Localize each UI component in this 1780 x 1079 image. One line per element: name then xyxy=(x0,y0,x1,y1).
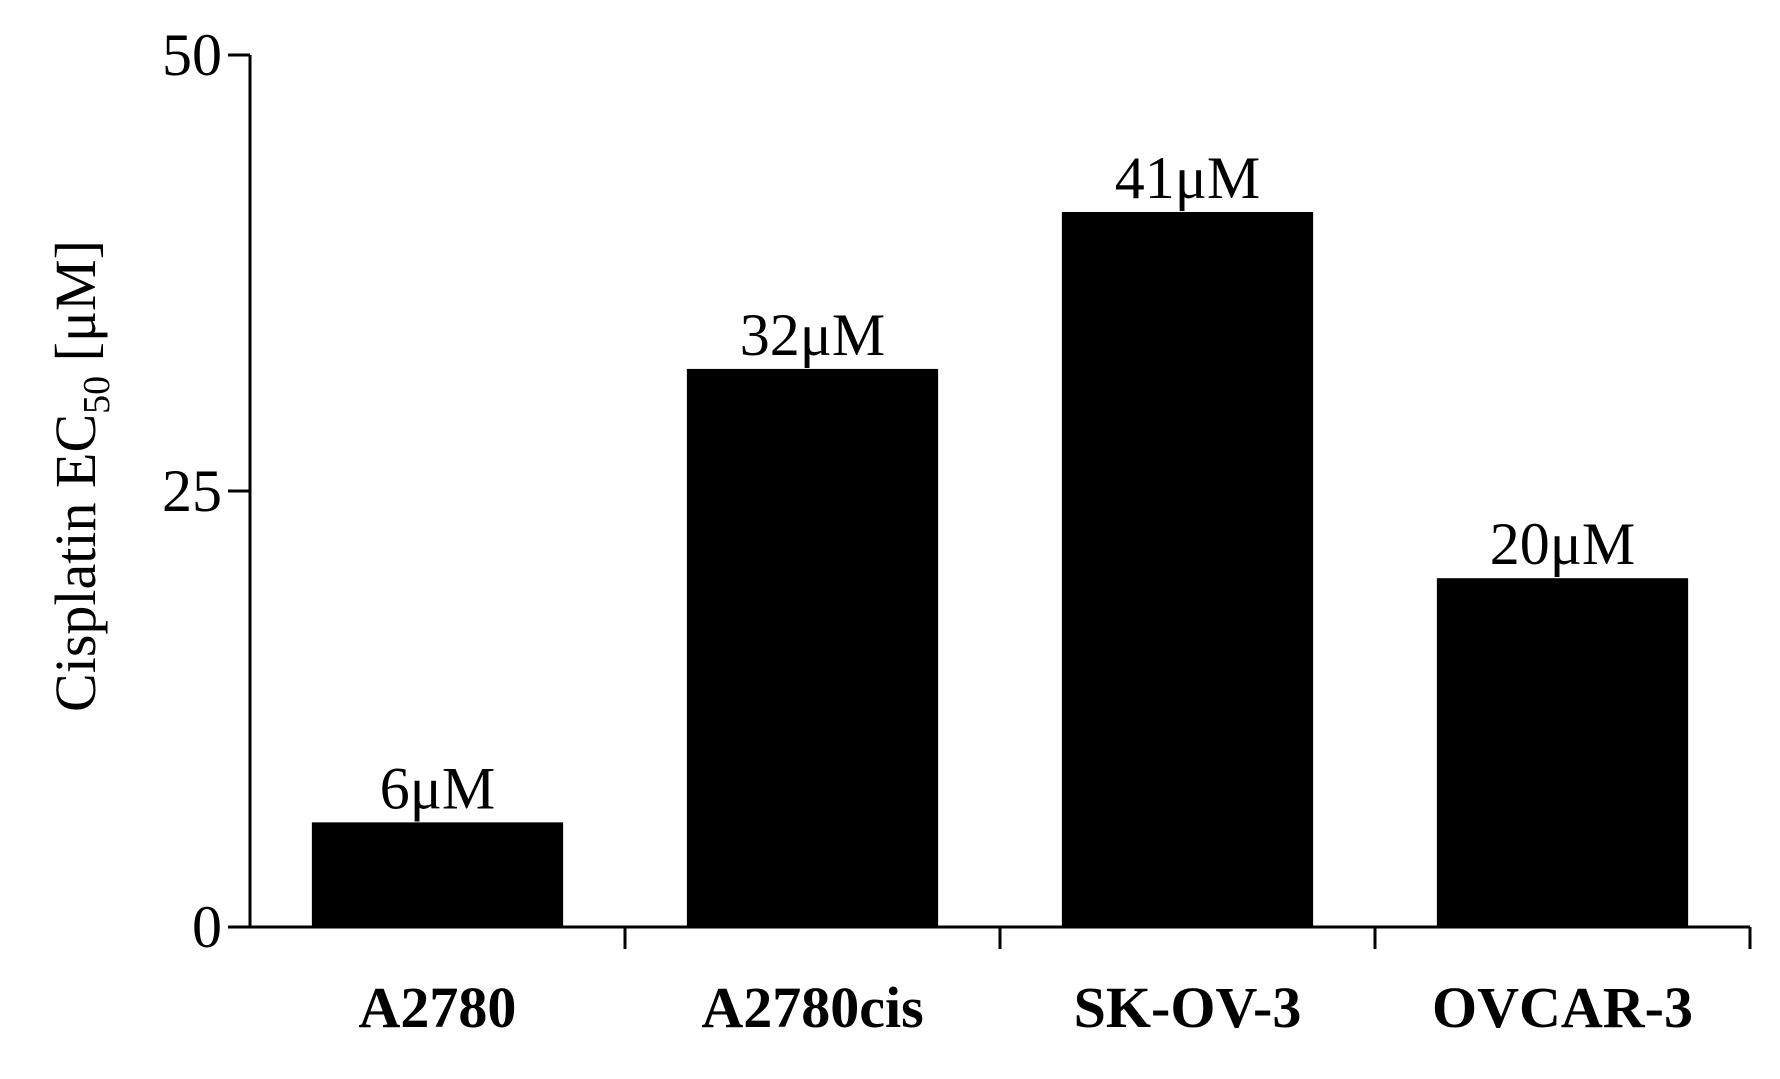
y-tick-label: 25 xyxy=(162,458,222,524)
category-label-a2780: A2780 xyxy=(359,975,517,1040)
bars xyxy=(311,211,1689,927)
bar-a2780 xyxy=(311,822,564,927)
y-tick-label: 0 xyxy=(192,894,222,960)
bar-ovcar-3 xyxy=(1436,578,1689,927)
y-axis-label-unit: [μM] xyxy=(43,240,108,376)
data-label-sk-ov-3: 41μM xyxy=(1115,145,1261,211)
category-label-a2780cis: A2780cis xyxy=(701,975,923,1040)
data-label-a2780: 6μM xyxy=(380,755,496,821)
category-label-sk-ov-3: SK-OV-3 xyxy=(1074,975,1302,1040)
data-label-ovcar-3: 20μM xyxy=(1490,511,1636,577)
bar-sk-ov-3 xyxy=(1061,211,1314,927)
bar-a2780cis xyxy=(686,368,939,927)
category-labels: A2780 A2780cis SK-OV-3 OVCAR-3 xyxy=(359,975,1693,1040)
y-tick-label: 50 xyxy=(162,22,222,88)
x-ticks xyxy=(623,927,1752,949)
category-label-ovcar-3: OVCAR-3 xyxy=(1432,975,1693,1040)
y-ticks: 0 25 50 xyxy=(162,22,250,960)
data-labels: 6μM 32μM 41μM 20μM xyxy=(380,145,1636,821)
data-label-a2780cis: 32μM xyxy=(740,302,886,368)
y-axis-label-subscript: 50 xyxy=(76,376,118,414)
y-axis-label-main: Cisplatin EC xyxy=(43,414,108,712)
y-axis-label: Cisplatin EC50 [μM] xyxy=(43,240,118,712)
